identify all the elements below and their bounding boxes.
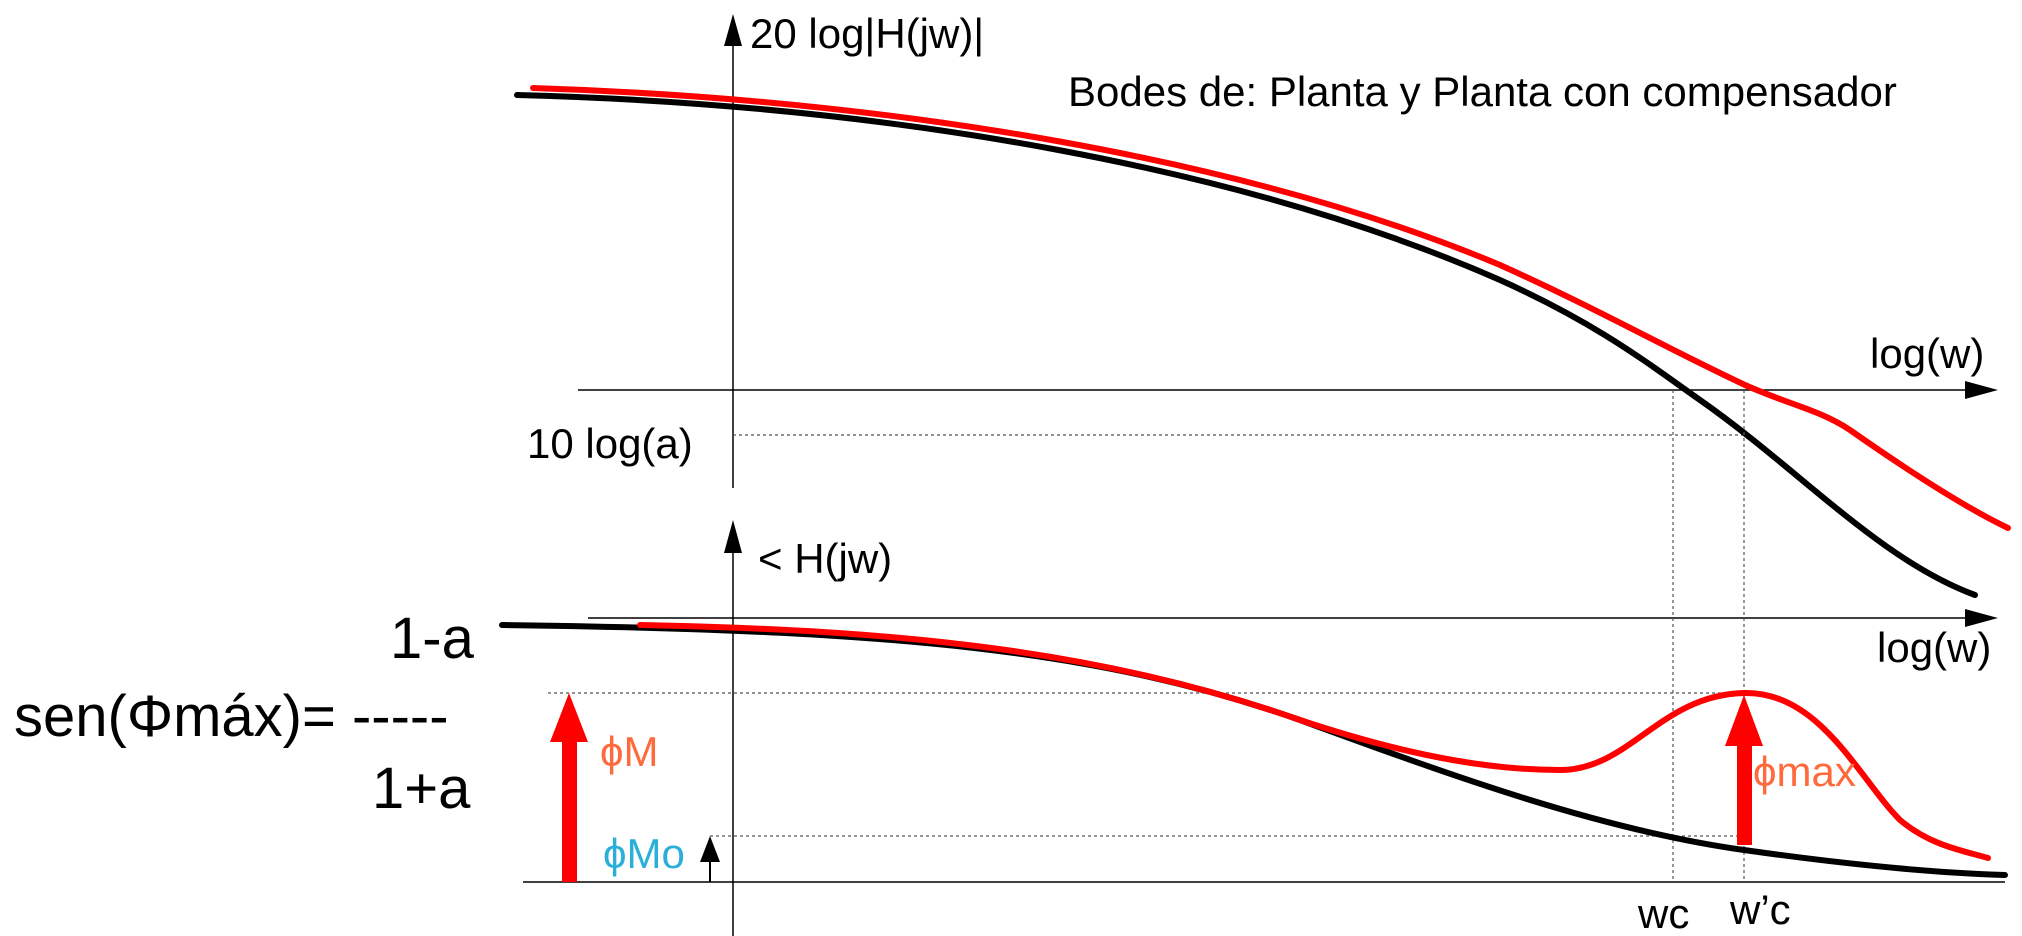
phi-max-arrow-shaft [1737, 740, 1752, 845]
compensated-phase-curve [637, 622, 1991, 861]
phi-m-arrow-head [550, 693, 588, 742]
plant-magnitude-curve [514, 92, 1978, 598]
level-label-10loga: 10 log(a) [527, 420, 693, 467]
magnitude-x-axis-arrowhead [1965, 381, 1998, 399]
formula-lhs: sen(Φmáx)= ----- [14, 684, 449, 749]
phi-mo-arrow-head [700, 836, 720, 862]
formula-denominator: 1+a [372, 756, 471, 821]
wc-prime-label: w’c [1729, 886, 1791, 933]
phase-x-label: log(w) [1877, 624, 1991, 671]
diagram-title: Bodes de: Planta y Planta con compensado… [1068, 68, 1897, 115]
magnitude-y-axis-arrowhead [724, 14, 742, 46]
phi-m-arrow-shaft [562, 738, 577, 882]
phi-max-arrow-head [1725, 695, 1763, 746]
phase-y-label: < H(jw) [758, 535, 892, 582]
magnitude-x-label: log(w) [1870, 330, 1984, 377]
compensated-magnitude-curve [530, 85, 2011, 531]
phase-reference-arrowhead [1965, 609, 1998, 627]
phi-m-label: ϕM [600, 728, 659, 775]
formula-numerator: 1-a [390, 606, 475, 671]
phase-y-axis-arrowhead [724, 520, 742, 553]
phi-mo-label: ϕMo [603, 830, 685, 877]
magnitude-y-label: 20 log|H(jw)| [750, 10, 984, 57]
wc-label: wc [1637, 890, 1689, 936]
phi-max-label: ϕmax [1753, 748, 1856, 795]
